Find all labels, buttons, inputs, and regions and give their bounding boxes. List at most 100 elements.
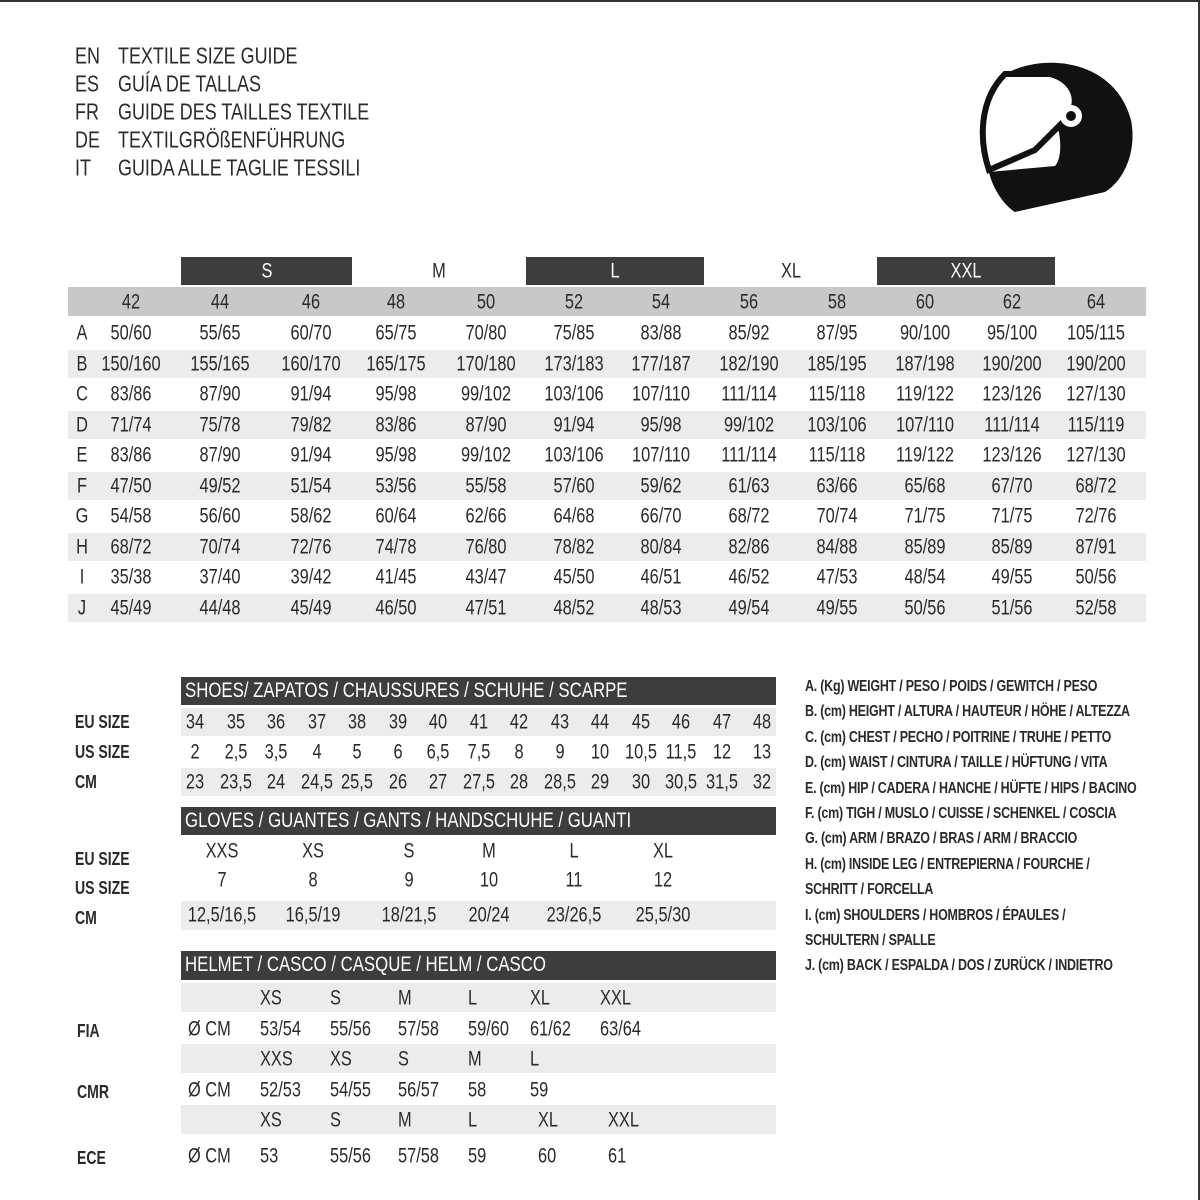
measure-value: 90/100 xyxy=(899,321,951,345)
measure-key: I xyxy=(79,565,85,589)
helmet-size: XL xyxy=(538,1108,559,1132)
measure-value: 150/160 xyxy=(101,352,161,375)
measure-value: 190/200 xyxy=(982,352,1042,375)
helmet-size: XL xyxy=(530,986,551,1010)
helmet-value: 59 xyxy=(530,1078,549,1102)
helmet-size: XXL xyxy=(608,1108,639,1132)
glove-size-value: 25,5/30 xyxy=(635,903,691,927)
measure-value: 115/118 xyxy=(808,382,866,406)
glove-size-value: XL xyxy=(652,839,674,863)
legend-line: I. (cm) SHOULDERS / HOMBROS / ÉPAULES / xyxy=(805,906,1066,924)
measure-value: 48/52 xyxy=(553,596,595,619)
shoe-size-value: 4 xyxy=(311,740,322,764)
helmet-value: 61 xyxy=(608,1144,627,1168)
measure-value: 49/55 xyxy=(991,565,1033,589)
measure-value: 103/106 xyxy=(544,443,604,467)
measure-value: 45/49 xyxy=(290,596,332,619)
legend-line: A. (Kg) WEIGHT / PESO / POIDS / GEWITCH … xyxy=(805,678,1098,695)
size-group-label: L xyxy=(610,259,620,283)
shoes-row-label: EU SIZE xyxy=(75,712,130,732)
helmet-unit: Ø CM xyxy=(188,1017,231,1041)
measure-value: 107/110 xyxy=(631,443,691,467)
glove-size-value: 10 xyxy=(479,868,499,892)
shoe-size-value: 46 xyxy=(671,710,691,734)
shoe-size-value: 32 xyxy=(752,770,772,794)
measure-value: 91/94 xyxy=(553,413,595,436)
measure-key: G xyxy=(75,504,89,528)
measure-value: 46/52 xyxy=(728,565,770,589)
glove-size-value: 8 xyxy=(308,868,318,892)
measure-value: 49/55 xyxy=(816,596,858,619)
glove-size-value: 20/24 xyxy=(468,903,510,927)
helmet-size: S xyxy=(398,1047,409,1071)
shoe-size-value: 12 xyxy=(712,740,731,764)
glove-size-value: 23/26,5 xyxy=(546,903,602,927)
title-text: TEXTILGRÖßENFÜHRUNG xyxy=(118,126,346,153)
size-group-label: XL xyxy=(780,259,801,283)
helmet-size: XS xyxy=(260,986,282,1010)
measure-value: 70/74 xyxy=(816,504,858,528)
gloves-header xyxy=(181,807,776,835)
shoe-size-value: 39 xyxy=(388,710,407,734)
helmet-standard-label: ECE xyxy=(77,1148,106,1168)
helmet-size: XS xyxy=(330,1047,352,1071)
shoe-size-value: 47 xyxy=(712,710,731,734)
measure-value: 71/75 xyxy=(904,504,946,528)
helmet-header xyxy=(181,951,776,980)
shoe-size-value: 5 xyxy=(352,740,362,764)
title-lang-code: ES xyxy=(75,70,99,97)
measure-value: 76/80 xyxy=(465,535,507,558)
measure-value: 160/170 xyxy=(281,352,341,375)
measure-value: 71/74 xyxy=(110,413,152,436)
measure-value: 87/90 xyxy=(199,382,241,406)
helmet-size-row-bg xyxy=(181,1044,776,1073)
measure-row-bg xyxy=(68,593,1146,622)
shoe-size-value: 37 xyxy=(307,710,326,734)
measure-value: 190/200 xyxy=(1066,352,1126,375)
size-number: 42 xyxy=(121,290,141,314)
measure-value: 75/78 xyxy=(199,413,241,436)
helmet-size: S xyxy=(330,1108,341,1132)
measure-value: 66/70 xyxy=(640,504,682,528)
measure-value: 68/72 xyxy=(1075,474,1117,497)
measure-value: 173/183 xyxy=(544,352,604,375)
helmet-size: M xyxy=(398,986,412,1010)
measure-value: 103/106 xyxy=(807,413,867,436)
measure-value: 35/38 xyxy=(110,565,152,589)
motorcycle-helmet-icon xyxy=(979,62,1133,213)
legend-line: J. (cm) BACK / ESPALDA / DOS / ZURÜCK / … xyxy=(805,957,1113,975)
size-number: 62 xyxy=(1002,290,1022,314)
measure-value: 83/86 xyxy=(110,382,152,406)
measure-value: 64/68 xyxy=(553,504,595,528)
measure-value: 65/75 xyxy=(375,321,417,345)
measure-value: 48/54 xyxy=(904,565,946,589)
glove-size-value: 16,5/19 xyxy=(285,903,341,927)
size-group-box xyxy=(526,257,704,285)
shoe-size-value: 44 xyxy=(590,710,610,734)
measure-value: 177/187 xyxy=(631,352,691,375)
shoe-size-value: 6,5 xyxy=(426,740,450,764)
shoe-size-value: 23,5 xyxy=(219,770,252,794)
measure-value: 45/50 xyxy=(553,565,595,589)
shoe-size-value: 2 xyxy=(190,740,200,764)
shoe-size-value: 27 xyxy=(428,770,448,794)
helmet-size: S xyxy=(330,986,341,1010)
helmet-size: L xyxy=(468,1108,478,1132)
measure-value: 63/66 xyxy=(816,474,858,497)
measure-value: 65/68 xyxy=(904,474,946,497)
measure-value: 85/89 xyxy=(904,535,946,558)
helmet-value: 57/58 xyxy=(398,1017,439,1041)
measure-value: 83/88 xyxy=(640,321,682,345)
shoe-size-value: 26 xyxy=(388,770,407,794)
size-number: 56 xyxy=(739,290,759,314)
measure-value: 123/126 xyxy=(982,443,1042,467)
shoe-size-value: 28,5 xyxy=(543,770,576,794)
measure-row-bg xyxy=(68,349,1146,378)
shoe-size-value: 48 xyxy=(752,710,772,734)
measure-value: 44/48 xyxy=(199,596,241,619)
helmet-value: 58 xyxy=(468,1078,487,1102)
measure-key: C xyxy=(76,382,88,406)
measure-value: 57/60 xyxy=(553,474,595,497)
title-lang-code: IT xyxy=(75,154,91,181)
measure-value: 60/70 xyxy=(290,321,332,345)
